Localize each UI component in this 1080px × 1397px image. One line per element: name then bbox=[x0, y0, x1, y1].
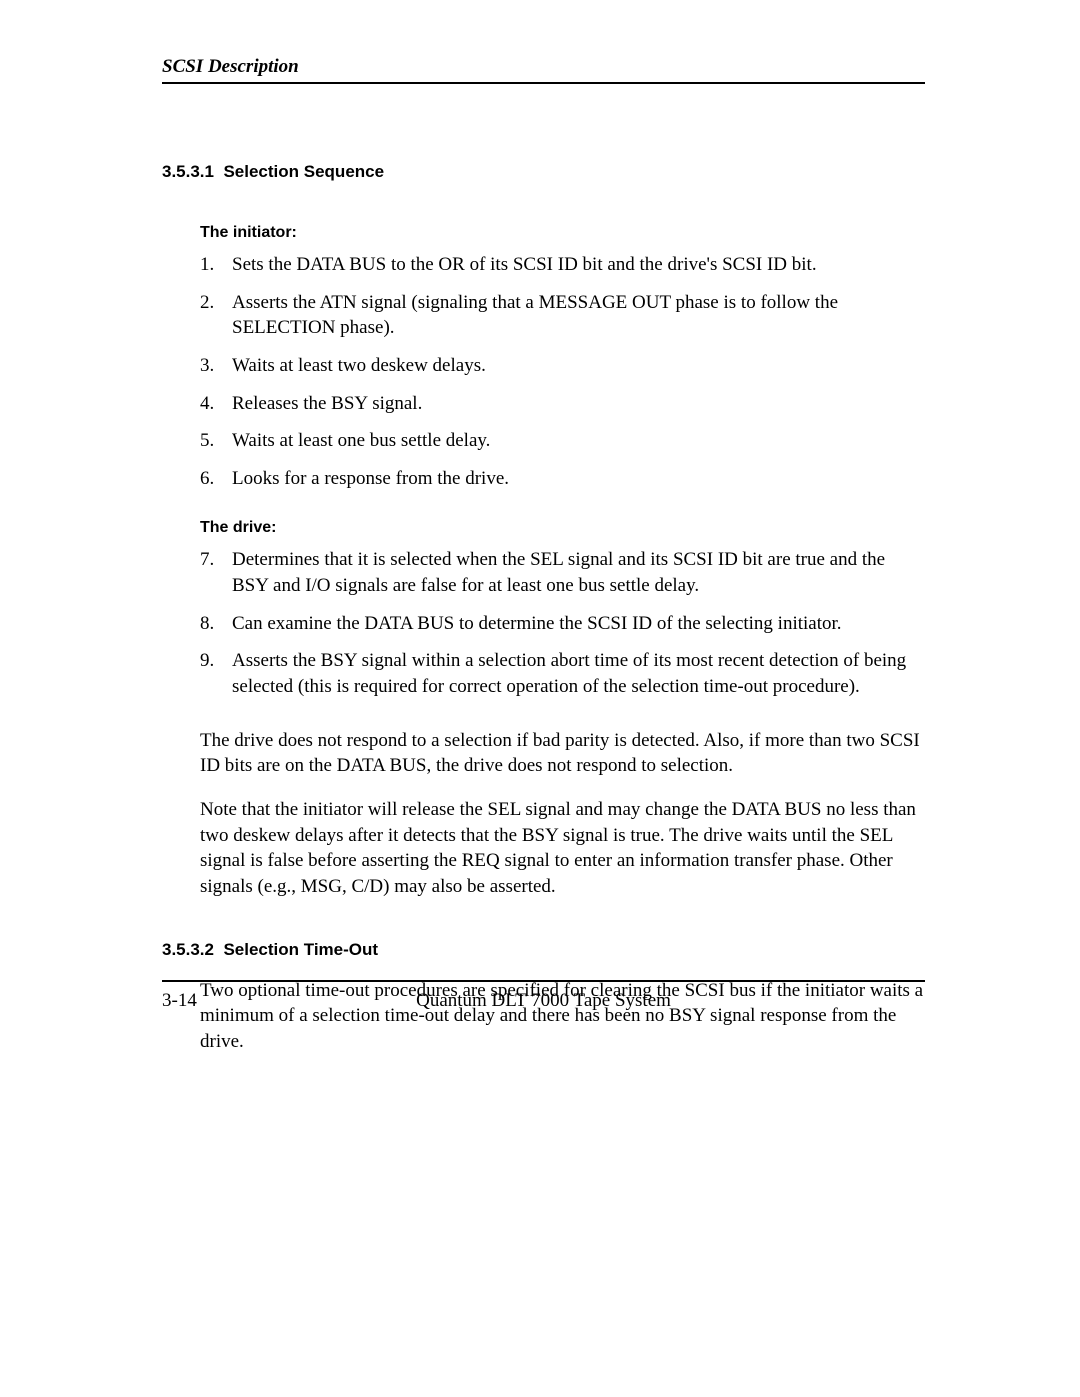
list-item: 8.Can examine the DATA BUS to determine … bbox=[200, 611, 925, 637]
paragraph: The drive does not respond to a selectio… bbox=[200, 728, 925, 779]
section-number: 3.5.3.1 bbox=[162, 162, 214, 181]
paragraph: Note that the initiator will release the… bbox=[200, 797, 925, 900]
list-text: Looks for a response from the drive. bbox=[232, 466, 925, 492]
list-number: 1. bbox=[200, 252, 232, 278]
list-item: 6.Looks for a response from the drive. bbox=[200, 466, 925, 492]
list-number: 6. bbox=[200, 466, 232, 492]
list-text: Waits at least two deskew delays. bbox=[232, 353, 925, 379]
list-item: 5.Waits at least one bus settle delay. bbox=[200, 428, 925, 454]
list-text: Can examine the DATA BUS to determine th… bbox=[232, 611, 925, 637]
section-heading-2: 3.5.3.2 Selection Time-Out bbox=[162, 940, 925, 960]
subheading-initiator: The initiator: bbox=[200, 224, 925, 242]
list-number: 5. bbox=[200, 428, 232, 454]
list-text: Sets the DATA BUS to the OR of its SCSI … bbox=[232, 252, 925, 278]
list-number: 9. bbox=[200, 648, 232, 699]
list-text: Asserts the ATN signal (signaling that a… bbox=[232, 290, 925, 341]
list-item: 7.Determines that it is selected when th… bbox=[200, 547, 925, 598]
section-heading-1: 3.5.3.1 Selection Sequence bbox=[162, 162, 925, 182]
list-number: 8. bbox=[200, 611, 232, 637]
drive-list: 7.Determines that it is selected when th… bbox=[200, 547, 925, 699]
subheading-drive: The drive: bbox=[200, 519, 925, 537]
section-number: 3.5.3.2 bbox=[162, 940, 214, 959]
list-item: 3.Waits at least two deskew delays. bbox=[200, 353, 925, 379]
initiator-list: 1.Sets the DATA BUS to the OR of its SCS… bbox=[200, 252, 925, 491]
list-text: Asserts the BSY signal within a selectio… bbox=[232, 648, 925, 699]
list-number: 7. bbox=[200, 547, 232, 598]
list-number: 3. bbox=[200, 353, 232, 379]
list-item: 2.Asserts the ATN signal (signaling that… bbox=[200, 290, 925, 341]
list-text: Determines that it is selected when the … bbox=[232, 547, 925, 598]
list-text: Releases the BSY signal. bbox=[232, 391, 925, 417]
list-item: 1.Sets the DATA BUS to the OR of its SCS… bbox=[200, 252, 925, 278]
list-item: 9.Asserts the BSY signal within a select… bbox=[200, 648, 925, 699]
list-item: 4.Releases the BSY signal. bbox=[200, 391, 925, 417]
section-title: Selection Sequence bbox=[223, 162, 384, 181]
list-number: 4. bbox=[200, 391, 232, 417]
list-text: Waits at least one bus settle delay. bbox=[232, 428, 925, 454]
section-title: Selection Time-Out bbox=[223, 940, 378, 959]
list-number: 2. bbox=[200, 290, 232, 341]
footer-doc-title: Quantum DLT 7000 Tape System bbox=[162, 990, 925, 1012]
footer-rule bbox=[162, 980, 925, 982]
running-header: SCSI Description bbox=[162, 56, 925, 84]
page-footer: 3-14 Quantum DLT 7000 Tape System bbox=[162, 980, 925, 1012]
